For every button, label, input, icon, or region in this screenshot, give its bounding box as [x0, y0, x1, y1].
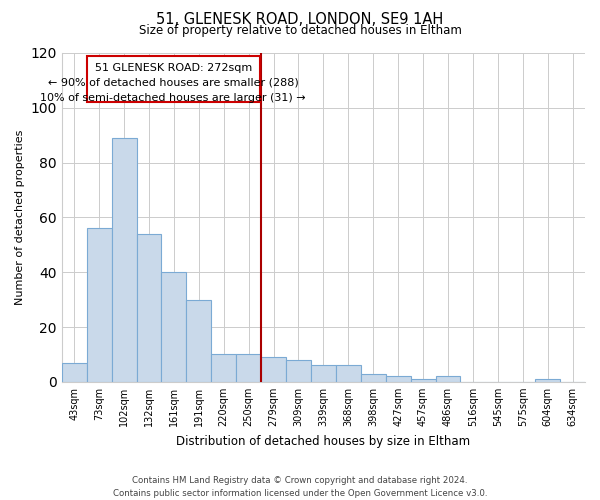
Bar	[386, 376, 410, 382]
Bar	[87, 228, 112, 382]
Bar	[286, 360, 311, 382]
Bar	[261, 357, 286, 382]
Text: ← 90% of detached houses are smaller (288): ← 90% of detached houses are smaller (28…	[48, 78, 299, 88]
Bar	[535, 379, 560, 382]
X-axis label: Distribution of detached houses by size in Eltham: Distribution of detached houses by size …	[176, 434, 470, 448]
Bar	[187, 300, 211, 382]
Y-axis label: Number of detached properties: Number of detached properties	[15, 130, 25, 305]
Bar	[311, 366, 336, 382]
Bar	[62, 362, 87, 382]
Bar	[436, 376, 460, 382]
Bar	[361, 374, 386, 382]
Text: 51 GLENESK ROAD: 272sqm: 51 GLENESK ROAD: 272sqm	[95, 62, 252, 72]
Bar	[211, 354, 236, 382]
Bar	[87, 56, 260, 102]
Bar	[112, 138, 137, 382]
Bar	[236, 354, 261, 382]
Text: Size of property relative to detached houses in Eltham: Size of property relative to detached ho…	[139, 24, 461, 37]
Bar	[161, 272, 187, 382]
Bar	[137, 234, 161, 382]
Text: Contains HM Land Registry data © Crown copyright and database right 2024.
Contai: Contains HM Land Registry data © Crown c…	[113, 476, 487, 498]
Text: 51, GLENESK ROAD, LONDON, SE9 1AH: 51, GLENESK ROAD, LONDON, SE9 1AH	[157, 12, 443, 28]
Bar	[410, 379, 436, 382]
Text: 10% of semi-detached houses are larger (31) →: 10% of semi-detached houses are larger (…	[40, 92, 306, 102]
Bar	[336, 366, 361, 382]
